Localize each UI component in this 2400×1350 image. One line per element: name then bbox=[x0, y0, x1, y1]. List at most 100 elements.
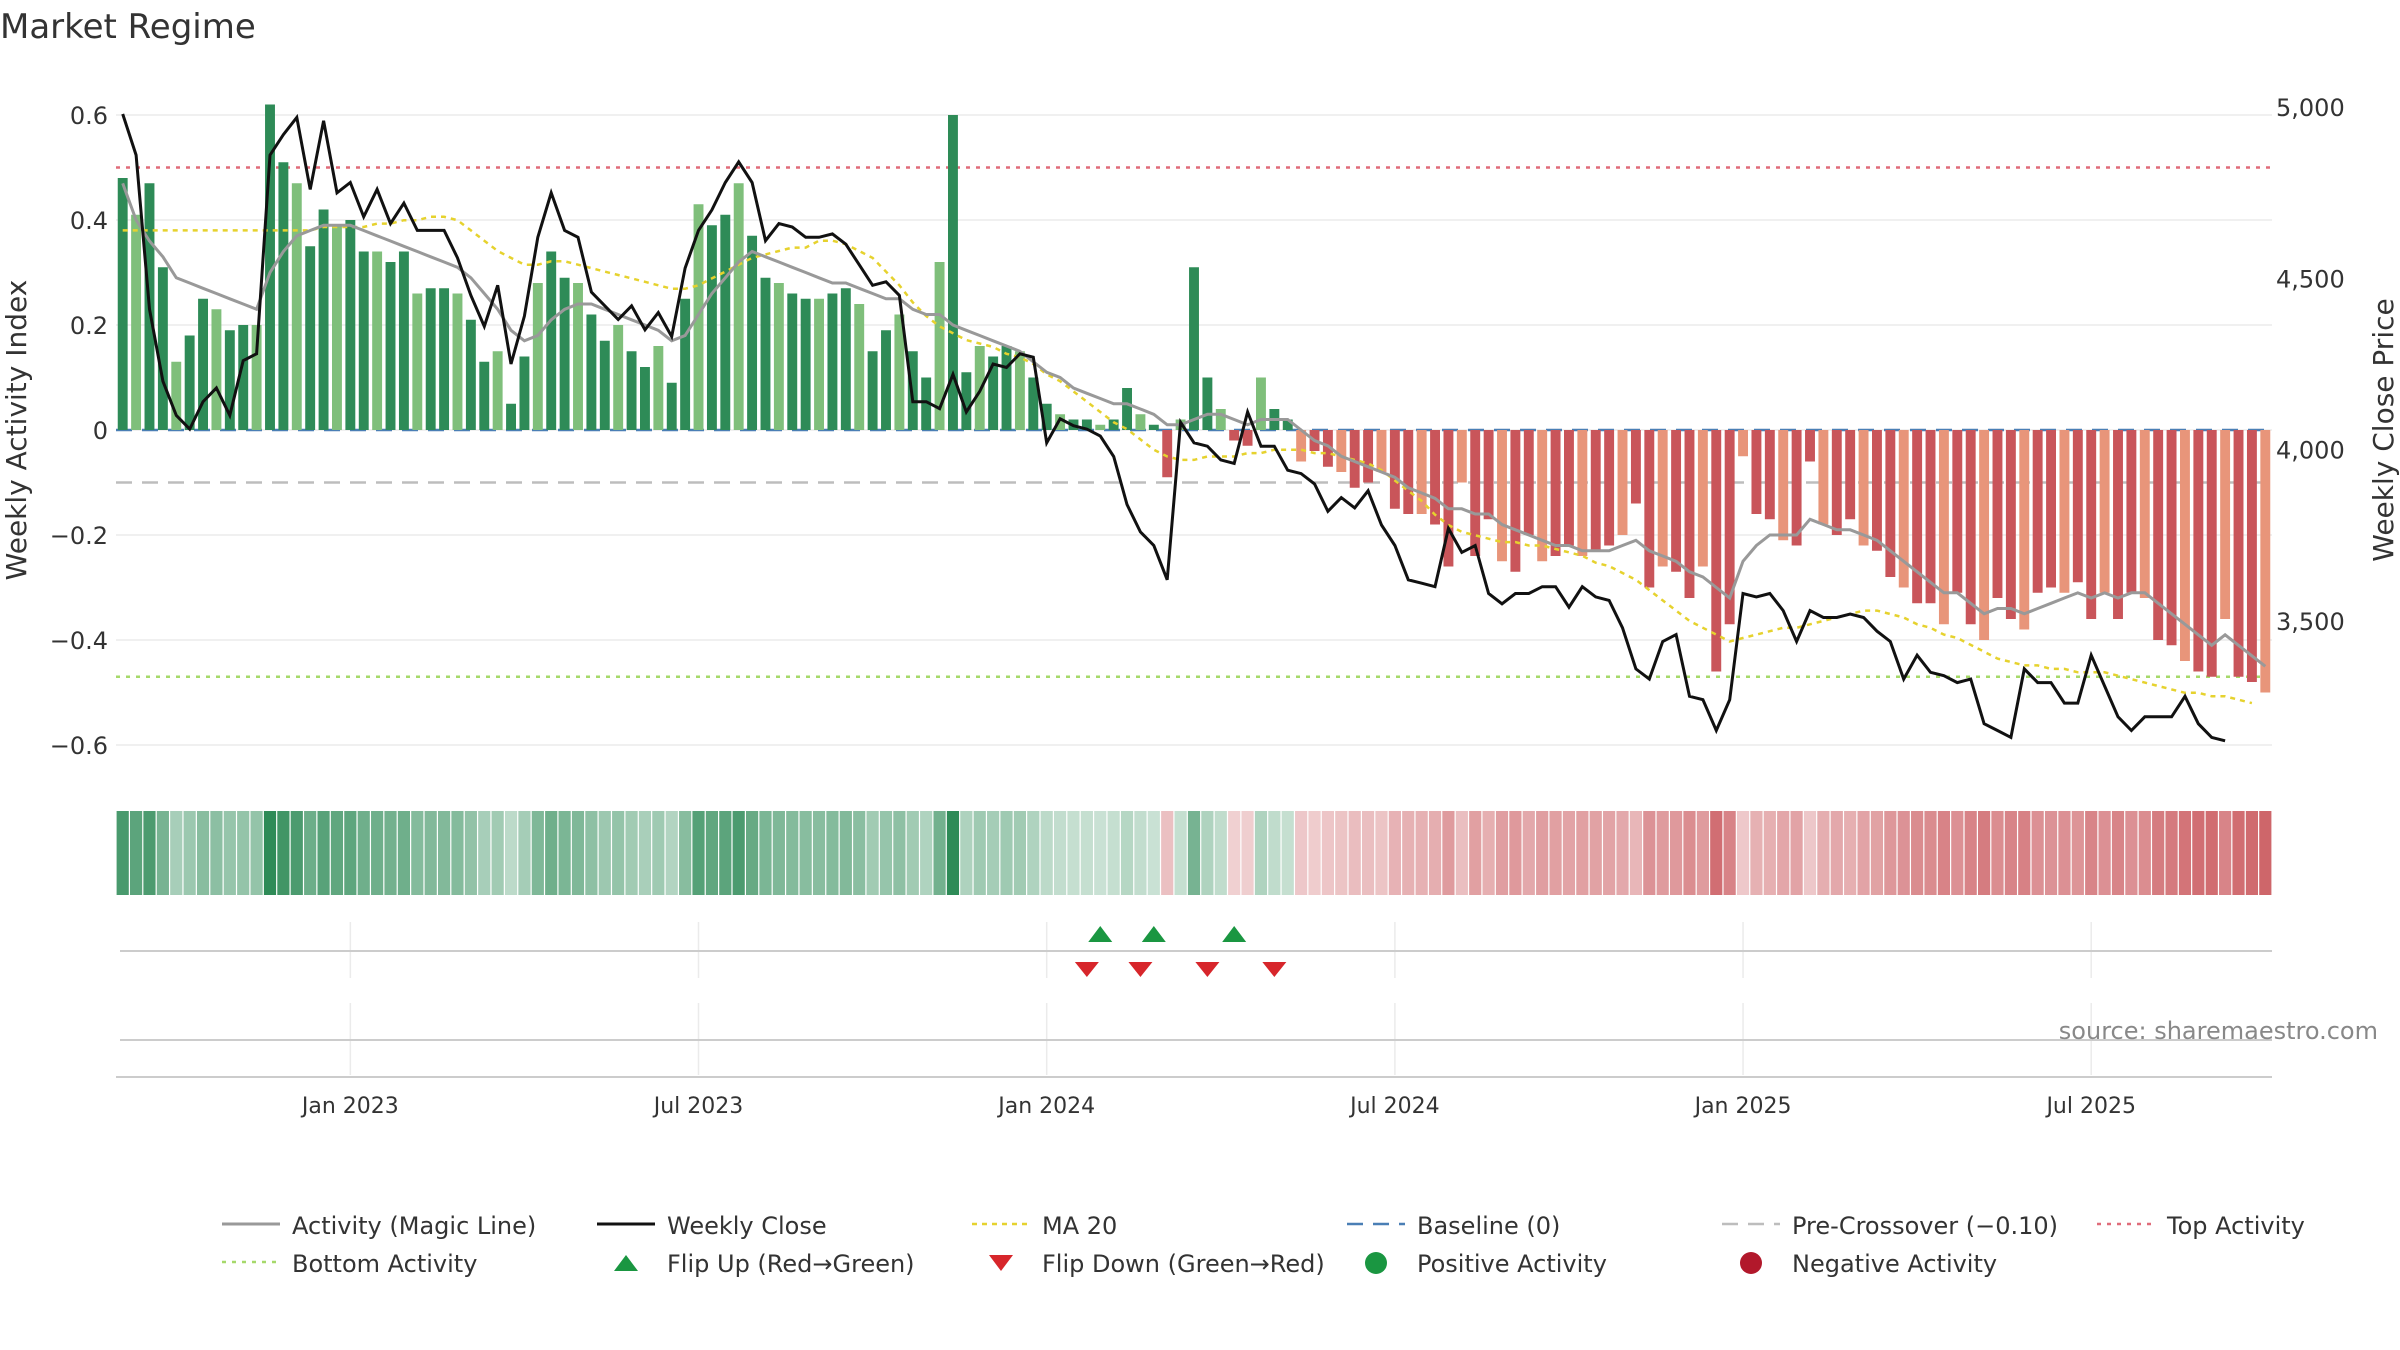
activity-bar bbox=[2166, 430, 2177, 646]
activity-bar bbox=[1805, 430, 1815, 462]
activity-bar bbox=[1430, 430, 1440, 525]
activity-bar bbox=[1296, 430, 1307, 462]
left-axis-label: Weekly Activity Index bbox=[0, 280, 33, 581]
regime-strip-cell bbox=[585, 811, 598, 895]
activity-bar bbox=[412, 293, 423, 430]
regime-strip-cell bbox=[1428, 811, 1442, 895]
activity-bar bbox=[1738, 430, 1748, 457]
activity-bar bbox=[2193, 430, 2204, 672]
regime-strip-cell bbox=[1656, 811, 1669, 895]
activity-bar bbox=[332, 225, 342, 430]
legend-swatch bbox=[1740, 1252, 1762, 1274]
regime-strip-cell bbox=[1951, 811, 1964, 895]
regime-strip-cell bbox=[946, 811, 960, 895]
activity-bar bbox=[385, 262, 396, 430]
regime-strip-cell bbox=[531, 811, 544, 895]
regime-strip-cell bbox=[679, 811, 692, 895]
legend-label: Negative Activity bbox=[1792, 1250, 1997, 1278]
legend-label: Weekly Close bbox=[667, 1212, 827, 1240]
legend-item-bottom: Bottom Activity bbox=[222, 1250, 477, 1278]
activity-bar bbox=[358, 251, 369, 430]
chart-title: Market Regime bbox=[0, 7, 256, 47]
activity-bar bbox=[184, 335, 195, 430]
regime-strip-cell bbox=[1040, 811, 1053, 895]
regime-strip-cell bbox=[397, 811, 411, 895]
activity-bar bbox=[921, 377, 932, 430]
regime-strip-cell bbox=[223, 811, 236, 895]
flip-up-marker bbox=[1141, 926, 1166, 942]
regime-strip-cell bbox=[638, 811, 652, 895]
regime-strip-cell bbox=[973, 811, 986, 895]
x-tick-label: Jul 2024 bbox=[1348, 1094, 1440, 1119]
regime-strip-cell bbox=[344, 811, 357, 895]
regime-strip-cell bbox=[384, 811, 397, 895]
regime-strip-cell bbox=[1067, 811, 1080, 895]
activity-bar bbox=[265, 104, 275, 430]
activity-bar bbox=[439, 288, 450, 430]
regime-strip-cell bbox=[1991, 811, 2004, 895]
activity-bar bbox=[546, 251, 557, 430]
regime-strip-cell bbox=[1335, 811, 1348, 895]
regime-strip-cell bbox=[2098, 811, 2111, 895]
regime-strip-cell bbox=[1562, 811, 1576, 895]
regime-strip-cell bbox=[250, 811, 263, 895]
activity-bar bbox=[131, 214, 142, 430]
regime-strip-cell bbox=[1174, 811, 1187, 895]
regime-strip-cell bbox=[1187, 811, 1201, 895]
activity-bar bbox=[1617, 430, 1628, 535]
regime-strip-cell bbox=[518, 811, 531, 895]
activity-bar bbox=[1751, 430, 1762, 514]
left-tick-label: 0 bbox=[93, 417, 108, 445]
regime-strip-cell bbox=[1589, 811, 1602, 895]
regime-strip-cell bbox=[1830, 811, 1843, 895]
activity-bar bbox=[1122, 388, 1132, 430]
activity-bar bbox=[1108, 419, 1119, 430]
activity-bar bbox=[1081, 419, 1092, 430]
regime-strip-cell bbox=[1442, 811, 1455, 895]
activity-bar bbox=[465, 319, 476, 430]
activity-bar bbox=[1014, 351, 1025, 430]
activity-bar bbox=[586, 314, 597, 430]
activity-bar bbox=[1925, 430, 1936, 604]
regime-strip-cell bbox=[826, 811, 839, 895]
activity-bar bbox=[2139, 430, 2150, 598]
regime-strip-cell bbox=[237, 811, 250, 895]
regime-strip-cell bbox=[2259, 811, 2272, 895]
activity-bar bbox=[479, 361, 490, 430]
regime-strip-cell bbox=[1147, 811, 1160, 895]
regime-strip-cell bbox=[1790, 811, 1803, 895]
activity-bar bbox=[1791, 430, 1802, 546]
activity-bar bbox=[1523, 430, 1534, 535]
regime-strip-cell bbox=[1603, 811, 1616, 895]
activity-bar bbox=[1590, 430, 1601, 551]
left-tick-label: 0.6 bbox=[70, 102, 108, 130]
activity-bar bbox=[1938, 430, 1949, 625]
left-tick-label: −0.4 bbox=[50, 627, 108, 655]
activity-bar bbox=[653, 346, 664, 430]
legend-item-ma20: MA 20 bbox=[972, 1212, 1117, 1240]
activity-bar bbox=[800, 298, 811, 430]
regime-strip-cell bbox=[1803, 811, 1817, 895]
regime-strip-cell bbox=[625, 811, 638, 895]
regime-strip-cell bbox=[437, 811, 451, 895]
activity-bar bbox=[1095, 424, 1106, 430]
activity-bar bbox=[506, 403, 516, 430]
activity-bar bbox=[760, 277, 771, 430]
activity-bar bbox=[291, 183, 302, 430]
legend-item-pos: Positive Activity bbox=[1365, 1250, 1607, 1278]
regime-strip-cell bbox=[451, 811, 464, 895]
regime-strip-cell bbox=[210, 811, 223, 895]
activity-bar bbox=[1952, 430, 1963, 593]
legend-item-magic: Activity (Magic Line) bbox=[222, 1212, 536, 1240]
regime-strip-cell bbox=[1228, 811, 1241, 895]
regime-strip-cell bbox=[1348, 811, 1361, 895]
flip-down-marker bbox=[1074, 962, 1099, 977]
regime-strip-cell bbox=[2004, 811, 2017, 895]
regime-strip-cell bbox=[2245, 811, 2259, 895]
activity-bar bbox=[948, 115, 958, 430]
legend-item-baseline: Baseline (0) bbox=[1347, 1212, 1560, 1240]
legend-item-precross: Pre-Crossover (−0.10) bbox=[1722, 1212, 2058, 1240]
activity-bar bbox=[452, 293, 463, 430]
regime-strip-cell bbox=[1884, 811, 1897, 895]
regime-strip-cell bbox=[786, 811, 799, 895]
